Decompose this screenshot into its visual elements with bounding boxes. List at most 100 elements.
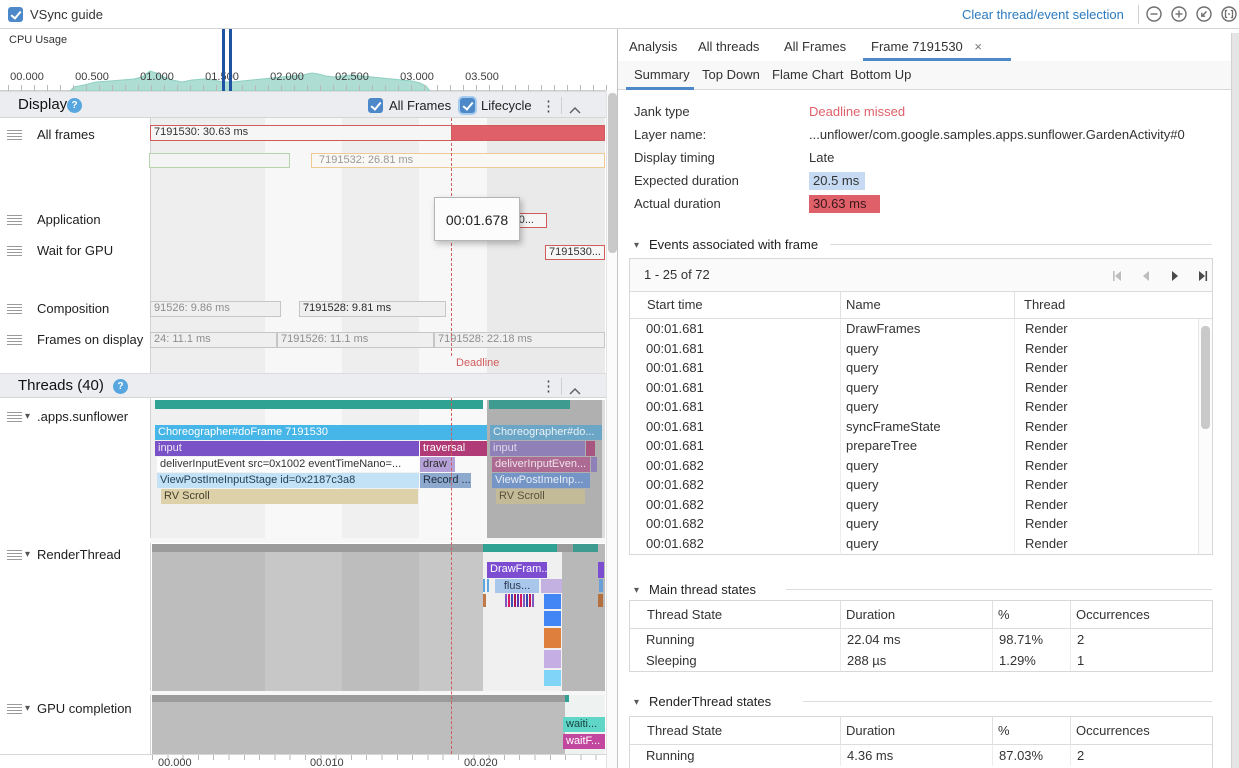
trace-tick[interactable] — [520, 594, 522, 607]
panel-scrollbar-track[interactable] — [1231, 33, 1239, 768]
col-header-pct[interactable]: % — [998, 607, 1010, 622]
trace-event-sliver[interactable] — [598, 594, 603, 607]
event-row[interactable]: 00:01.681 prepareTree Render — [630, 436, 1198, 456]
thread-state-bar[interactable] — [155, 400, 483, 409]
next-page-icon[interactable] — [1168, 269, 1182, 283]
trace-event-sliver[interactable] — [591, 457, 597, 472]
trace-event-block[interactable] — [544, 670, 561, 686]
event-row[interactable]: 00:01.682 query Render — [630, 533, 1198, 553]
trace-tick[interactable] — [526, 594, 528, 607]
trace-tick[interactable] — [487, 579, 489, 592]
trace-tick[interactable] — [523, 594, 525, 607]
event-row[interactable]: 00:01.681 syncFrameState Render — [630, 416, 1198, 436]
threads-more-options-icon[interactable]: ⋮ — [541, 378, 556, 395]
track-drag-handle[interactable] — [7, 215, 22, 225]
track-drag-handle[interactable] — [7, 304, 22, 314]
trace-event-draw[interactable]: draw — [420, 457, 455, 472]
zoom-to-selection-icon[interactable] — [1220, 5, 1238, 23]
frame-bar-7191530-overrun[interactable] — [451, 125, 605, 141]
trace-event-block[interactable] — [541, 579, 562, 593]
trace-event-record[interactable]: Record ... — [420, 473, 471, 488]
trace-event-sliver[interactable] — [599, 579, 603, 592]
trace-event-traversal[interactable]: traversal — [420, 441, 487, 456]
event-row[interactable]: 00:01.682 query Render — [630, 455, 1198, 475]
event-row[interactable]: 00:01.681 query Render — [630, 397, 1198, 417]
thread-expand-icon[interactable]: ▾ — [25, 703, 31, 714]
zoom-out-icon[interactable] — [1145, 5, 1163, 23]
col-header-occurrences[interactable]: Occurrences — [1076, 607, 1150, 622]
trace-event-input[interactable]: input — [155, 441, 419, 456]
col-header-occurrences[interactable]: Occurrences — [1076, 723, 1150, 738]
trace-tick[interactable] — [517, 594, 519, 607]
trace-event-block[interactable] — [544, 650, 561, 668]
thread-state-bar[interactable] — [565, 695, 569, 702]
trace-tick[interactable] — [483, 594, 486, 607]
trace-event-sliver[interactable] — [598, 562, 604, 578]
previous-page-icon[interactable] — [1139, 269, 1153, 283]
zoom-in-icon[interactable] — [1170, 5, 1188, 23]
event-row[interactable]: 00:01.681 query Render — [630, 358, 1198, 378]
display-collapse-icon[interactable] — [569, 102, 581, 117]
last-page-icon[interactable] — [1196, 269, 1210, 283]
col-header-thread-state[interactable]: Thread State — [647, 723, 723, 738]
trace-event-choreographer[interactable]: Choreographer#doFrame 7191530 — [155, 425, 487, 440]
tab-all-frames[interactable]: All Frames — [784, 39, 847, 54]
reset-zoom-icon[interactable] — [1195, 5, 1213, 23]
col-header-duration[interactable]: Duration — [846, 723, 896, 738]
state-row[interactable]: Sleeping 288 µs 1.29% 1 — [630, 650, 1212, 671]
all-frames-checkbox[interactable] — [368, 98, 383, 113]
trace-event-deliver-input[interactable]: deliverInputEvent src=0x1002 eventTimeNa… — [157, 457, 419, 472]
trace-event-flush[interactable]: flus... — [495, 579, 539, 593]
tab-close-icon[interactable]: × — [974, 39, 982, 54]
thread-state-bar[interactable] — [489, 400, 570, 409]
composition-bar-1[interactable]: 91526: 9.86 ms — [150, 301, 281, 317]
trace-event-waiting[interactable]: waiti... — [563, 717, 605, 732]
first-page-icon[interactable] — [1110, 269, 1124, 283]
trace-event-choreographer-muted[interactable]: Choreographer#do... — [490, 425, 602, 440]
event-row[interactable]: 00:01.682 query Render — [630, 475, 1198, 495]
trace-event-deliver-muted[interactable]: deliverInputEven... — [492, 457, 590, 472]
tab-analysis[interactable]: Analysis — [629, 39, 678, 54]
render-states-collapse-icon[interactable]: ▾ — [634, 697, 640, 708]
lifecycle-checkbox-label[interactable]: Lifecycle — [481, 98, 532, 113]
trace-event-rv-scroll-muted[interactable]: RV Scroll — [496, 489, 585, 504]
range-selection-handle-left[interactable] — [222, 29, 225, 91]
trace-tick[interactable] — [483, 579, 485, 592]
trace-event-rv-scroll[interactable]: RV Scroll — [161, 489, 418, 504]
col-header-start-time[interactable]: Start time — [647, 297, 703, 312]
state-row[interactable]: Running 22.04 ms 98.71% 2 — [630, 629, 1212, 650]
subtab-top-down[interactable]: Top Down — [702, 67, 760, 82]
clear-selection-link[interactable]: Clear thread/event selection — [962, 7, 1124, 22]
subtab-bottom-up[interactable]: Bottom Up — [850, 67, 912, 82]
track-drag-handle[interactable] — [7, 335, 22, 345]
display-more-options-icon[interactable]: ⋮ — [541, 98, 556, 115]
lifecycle-checkbox[interactable] — [460, 98, 475, 113]
trace-event-waitfence[interactable]: waitF... — [563, 734, 605, 749]
thread-label-gpu-completion[interactable]: GPU completion — [37, 701, 132, 716]
composition-bar-2[interactable]: 7191528: 9.81 ms — [299, 301, 446, 317]
trace-event-input-muted[interactable]: input — [490, 441, 585, 456]
event-row[interactable]: 00:01.681 DrawFrames Render — [630, 319, 1198, 339]
event-row[interactable]: 00:01.682 query Render — [630, 494, 1198, 514]
thread-state-bar[interactable] — [152, 544, 483, 552]
thread-state-bar[interactable] — [152, 695, 565, 702]
trace-event-block[interactable] — [544, 594, 561, 609]
all-frames-checkbox-label[interactable]: All Frames — [389, 98, 452, 113]
trace-event-block[interactable] — [544, 628, 561, 648]
threads-collapse-icon[interactable] — [569, 383, 581, 398]
main-states-title[interactable]: Main thread states — [649, 582, 756, 597]
track-drag-handle[interactable] — [7, 550, 22, 560]
main-states-collapse-icon[interactable]: ▾ — [634, 585, 640, 596]
trace-event-block[interactable] — [544, 611, 561, 626]
state-row[interactable]: Running 4.36 ms 87.03% 2 — [630, 745, 1212, 766]
on-display-bar-2[interactable]: 7191526: 11.1 ms — [277, 332, 434, 348]
cpu-usage-chart[interactable]: CPU Usage 00.000 00.500 01.000 01.500 02… — [0, 29, 617, 91]
tab-all-threads[interactable]: All threads — [698, 39, 760, 54]
left-scrollbar-thumb[interactable] — [608, 93, 617, 253]
track-drag-handle[interactable] — [7, 704, 22, 714]
left-scrollbar-track[interactable] — [606, 90, 617, 768]
thread-label-renderthread[interactable]: RenderThread — [37, 547, 121, 562]
events-scrollbar-track[interactable] — [1198, 319, 1212, 554]
col-header-thread-state[interactable]: Thread State — [647, 607, 723, 622]
frame-bar-7191530[interactable]: 7191530: 30.63 ms — [150, 125, 452, 141]
